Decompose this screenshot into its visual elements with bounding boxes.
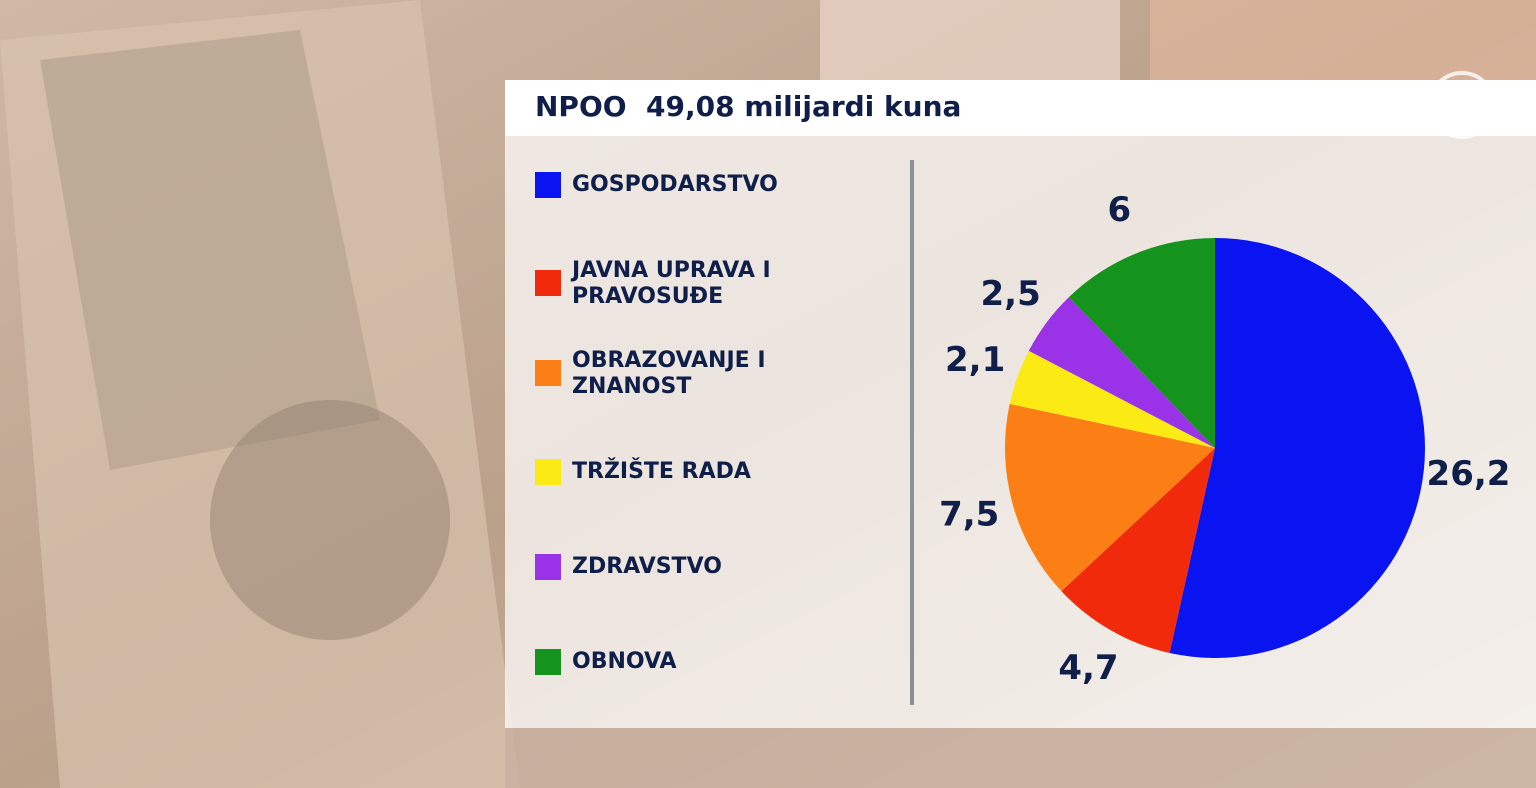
legend-swatch [535,649,561,675]
value-label: 26,2 [1427,454,1511,494]
pie-slice [1068,238,1215,448]
pie-slice [1028,297,1215,448]
legend-swatch [535,459,561,485]
chart-title: NPOO 49,08 milijardi kuna [535,90,962,123]
value-label: 7,5 [939,494,999,534]
value-label: 6 [1107,190,1131,230]
legend-label: OBRAZOVANJE I ZNANOST [572,348,766,399]
pie-slice [1169,238,1425,658]
pie-slice [1009,350,1215,448]
legend-swatch [535,172,561,198]
legend-label: TRŽIŠTE RADA [572,459,751,484]
value-label: 2,1 [945,340,1005,380]
divider [910,160,914,705]
legend-label: GOSPODARSTVO [572,172,778,197]
legend-label: JAVNA UPRAVA I PRAVOSUĐE [572,258,771,309]
legend-label: OBNOVA [572,649,677,674]
legend-swatch [535,270,561,296]
legend-swatch [535,554,561,580]
legend-label: ZDRAVSTVO [572,554,722,579]
value-label: 2,5 [981,274,1041,314]
pie-slice [1061,448,1215,654]
value-label: 4,7 [1058,648,1118,688]
legend-swatch [535,360,561,386]
title-bar [505,80,1536,136]
pie-slice [1005,403,1215,592]
